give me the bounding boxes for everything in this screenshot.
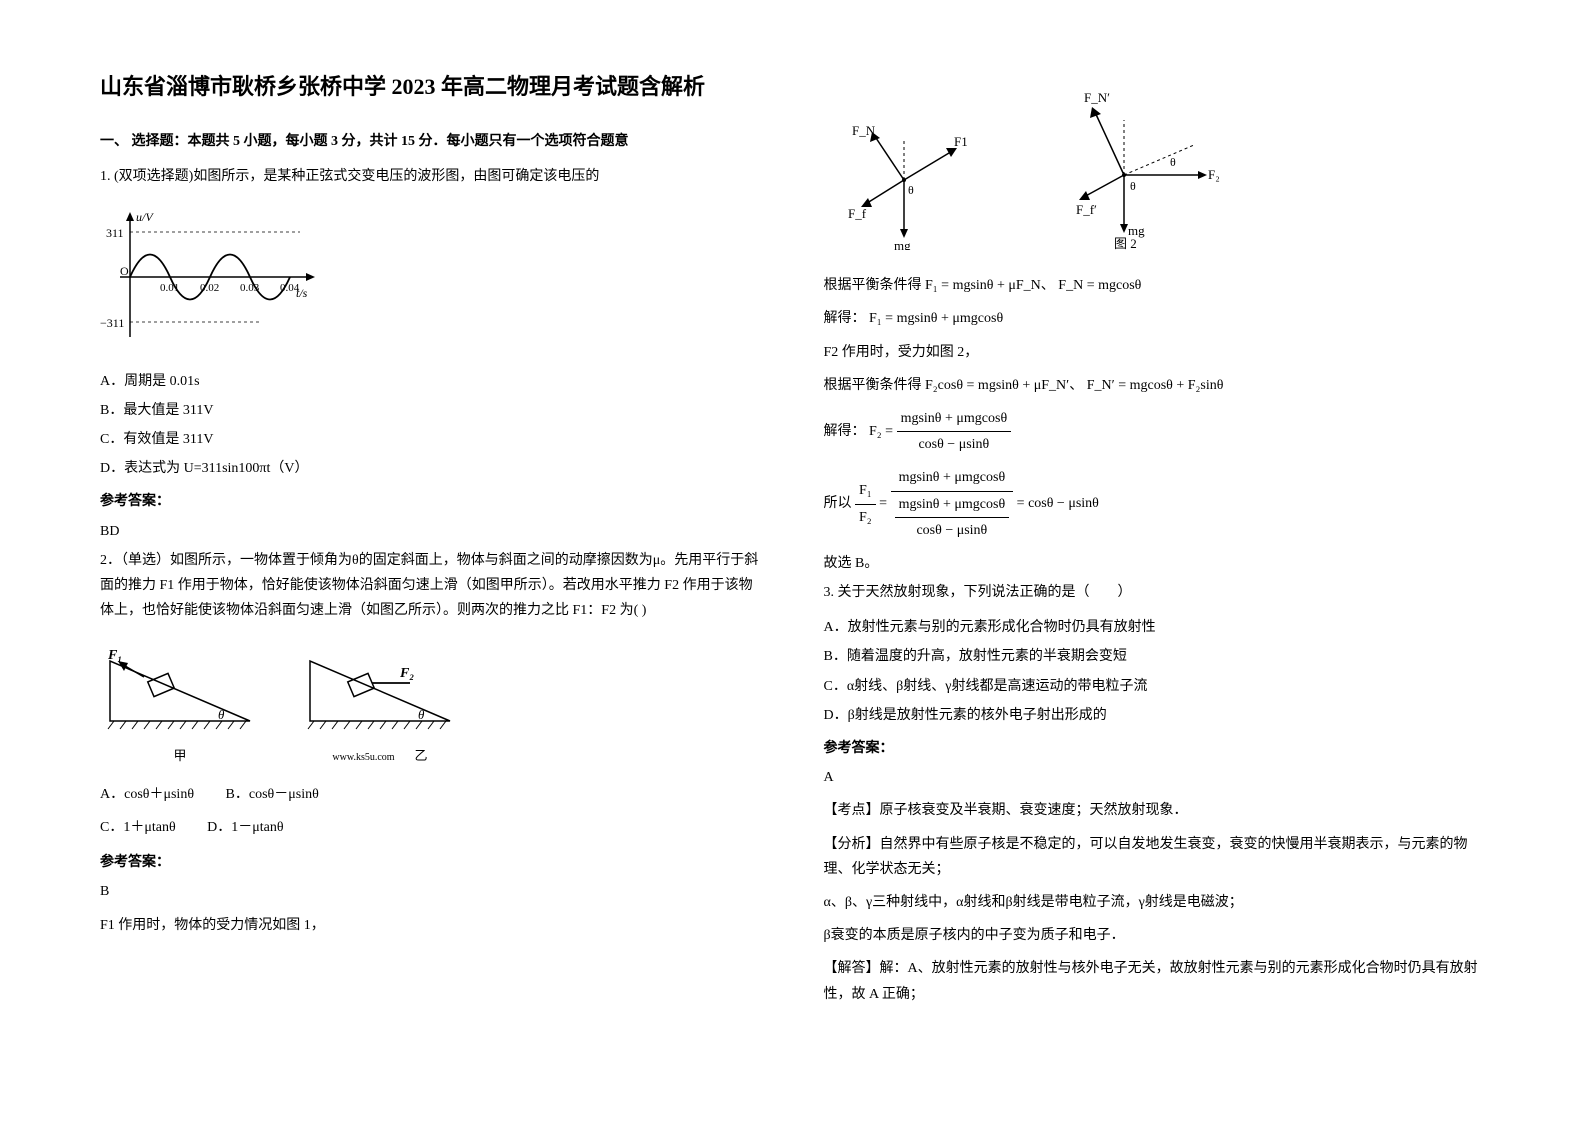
r-line5-lhs: F₂ = bbox=[869, 424, 893, 439]
svg-text:F_N′: F_N′ bbox=[1084, 90, 1110, 105]
r-line5-pre: 解得： bbox=[824, 424, 866, 439]
r-line6-mid-inner-num: mgsinθ + μmgcosθ bbox=[895, 492, 1010, 518]
fig-left-caption: 甲 bbox=[100, 744, 260, 767]
svg-text:O: O bbox=[120, 264, 129, 278]
svg-text:0.03: 0.03 bbox=[240, 282, 260, 294]
svg-text:mg: mg bbox=[894, 238, 911, 250]
svg-text:F1: F1 bbox=[954, 134, 968, 149]
r-line6-pre: 所以 bbox=[824, 496, 852, 511]
q2-optC: C．1＋μtanθ bbox=[100, 820, 176, 835]
r-line7: 故选 B。 bbox=[824, 551, 1488, 576]
fig-source: www.ks5u.com bbox=[332, 752, 394, 763]
q2-answer: B bbox=[100, 879, 764, 904]
q2-stem: 2．（单选）如图所示，一物体置于倾角为θ的固定斜面上，物体与斜面之间的动摩擦因数… bbox=[100, 548, 764, 624]
q3-jd: 【解答】解：A、放射性元素的放射性与核外电子无关，故放射性元素与别的元素形成化合… bbox=[824, 956, 1488, 1006]
r-line2-pre: 解得： bbox=[824, 311, 866, 326]
q3-answer-label: 参考答案： bbox=[824, 736, 1488, 761]
section-heading: 一、 选择题：本题共 5 小题，每小题 3 分，共计 15 分．每小题只有一个选… bbox=[100, 129, 764, 154]
q3-fx2: α、β、γ三种射线中，α射线和β射线是带电粒子流，γ射线是电磁波； bbox=[824, 890, 1488, 915]
q2-sol-1: F1 作用时，物体的受力情况如图 1， bbox=[100, 913, 764, 938]
q3-fx1: 【分析】自然界中有些原子核是不稳定的，可以自发地发生衰变，衰变的快慢用半衰期表示… bbox=[824, 832, 1488, 882]
svg-text:0.02: 0.02 bbox=[200, 282, 219, 294]
svg-text:F₂: F₂ bbox=[399, 666, 414, 681]
right-column: F_N F1 F_f mg θ F_N′ bbox=[824, 70, 1488, 1052]
svg-text:θ: θ bbox=[1170, 155, 1176, 169]
fig2-caption-svg: 图 2 bbox=[1114, 236, 1137, 250]
q3-stem: 3. 关于天然放射现象，下列说法正确的是（ ） bbox=[824, 580, 1488, 605]
left-column: 山东省淄博市耿桥乡张桥中学 2023 年高二物理月考试题含解析 一、 选择题：本… bbox=[100, 70, 764, 1052]
r-line4-b: F_N′ = mgcosθ + F₂sinθ bbox=[1087, 378, 1224, 393]
q3-fx-label: 【分析】 bbox=[824, 837, 880, 852]
r-line3: F2 作用时，受力如图 2， bbox=[824, 340, 1488, 365]
svg-text:F₂: F₂ bbox=[1208, 167, 1220, 182]
q3-answer: A bbox=[824, 765, 1488, 790]
page-title: 山东省淄博市耿桥乡张桥中学 2023 年高二物理月考试题含解析 bbox=[100, 70, 764, 103]
svg-text:F_f: F_f bbox=[848, 206, 867, 221]
q3-optC: C．α射线、β射线、γ射线都是高速运动的带电粒子流 bbox=[824, 674, 1488, 699]
r-line6-mid-num: mgsinθ + μmgcosθ bbox=[891, 465, 1014, 491]
q1-graph: 311 −311 O 0.01 0.02 0.03 0.04 t/s u/V bbox=[100, 207, 764, 356]
svg-text:0.01: 0.01 bbox=[160, 282, 179, 294]
q2-answer-label: 参考答案： bbox=[100, 850, 764, 875]
r-line1-f1: F₁ = mgsinθ + μF_N bbox=[925, 278, 1041, 293]
q3-jd-label: 【解答】 bbox=[824, 961, 880, 976]
force-diagrams: F_N F1 F_f mg θ F_N′ bbox=[824, 80, 1488, 259]
svg-text:F_N: F_N bbox=[852, 123, 876, 138]
q1-optA: A．周期是 0.01s bbox=[100, 369, 764, 394]
q3-kd-text: 原子核衰变及半衰期、衰变速度；天然放射现象． bbox=[880, 803, 1188, 818]
q1-answer-label: 参考答案： bbox=[100, 489, 764, 514]
q3-kd: 【考点】原子核衰变及半衰期、衰变速度；天然放射现象． bbox=[824, 798, 1488, 823]
r-line1-pre: 根据平衡条件得 bbox=[824, 278, 922, 293]
q3-fx3: β衰变的本质是原子核内的中子变为质子和电子． bbox=[824, 923, 1488, 948]
svg-text:θ: θ bbox=[1130, 179, 1136, 193]
q2-options-row2: C．1＋μtanθ D．1－μtanθ bbox=[100, 815, 764, 840]
q2-incline-figures: F₁ θ 甲 F₂ bbox=[100, 641, 764, 768]
svg-text:θ: θ bbox=[218, 707, 225, 722]
r-line5-num: mgsinθ + μmgcosθ bbox=[897, 406, 1012, 432]
q1-optD: D．表达式为 U=311sin100πt（V） bbox=[100, 456, 764, 481]
q2-options-row1: A．cosθ＋μsinθ B．cosθ－μsinθ bbox=[100, 782, 764, 807]
q3-optB: B．随着温度的升高，放射性元素的半衰期会变短 bbox=[824, 644, 1488, 669]
r-line4-a: F₂cosθ = mgsinθ + μF_N′ bbox=[925, 378, 1069, 393]
r-line5-den: cosθ − μsinθ bbox=[897, 432, 1012, 457]
svg-text:θ: θ bbox=[418, 707, 425, 722]
svg-text:θ: θ bbox=[908, 183, 914, 197]
svg-text:311: 311 bbox=[106, 226, 124, 240]
r-line6-rhs: = cosθ − μsinθ bbox=[1017, 496, 1099, 511]
q3-kd-label: 【考点】 bbox=[824, 803, 880, 818]
svg-text:u/V: u/V bbox=[136, 210, 154, 224]
q1-optB: B．最大值是 311V bbox=[100, 398, 764, 423]
r-line5: 解得： F₂ = mgsinθ + μmgcosθ cosθ − μsinθ bbox=[824, 406, 1488, 457]
r-line6-lhs-num: F₁ bbox=[855, 478, 876, 504]
r-line1: 根据平衡条件得 F₁ = mgsinθ + μF_N、 F_N = mgcosθ bbox=[824, 273, 1488, 298]
q3-fx1-text: 自然界中有些原子核是不稳定的，可以自发地发生衰变，衰变的快慢用半衰期表示，与元素… bbox=[824, 837, 1468, 877]
q2-optB: B．cosθ－μsinθ bbox=[226, 787, 319, 802]
q2-optD: D．1－μtanθ bbox=[207, 820, 283, 835]
fig-right-caption: 乙 bbox=[415, 748, 428, 763]
r-line4: 根据平衡条件得 F₂cosθ = mgsinθ + μF_N′、 F_N′ = … bbox=[824, 373, 1488, 398]
q3-optA: A．放射性元素与别的元素形成化合物时仍具有放射性 bbox=[824, 615, 1488, 640]
q3-jd-text: 解：A、放射性元素的放射性与核外电子无关，故放射性元素与别的元素形成化合物时仍具… bbox=[824, 961, 1478, 1001]
r-line6: 所以 F₁ F₂ = mgsinθ + μmgcosθ mgsinθ + μmg… bbox=[824, 465, 1488, 543]
r-line2: 解得： F₁ = mgsinθ + μmgcosθ bbox=[824, 306, 1488, 331]
q1-stem: 1. (双项选择题)如图所示，是某种正弦式交变电压的波形图，由图可确定该电压的 bbox=[100, 164, 764, 189]
r-line2-eq: F₁ = mgsinθ + μmgcosθ bbox=[869, 311, 1003, 326]
r-line6-lhs-den: F₂ bbox=[855, 505, 876, 530]
r-line6-mid-den: cosθ − μsinθ bbox=[895, 518, 1010, 543]
svg-text:t/s: t/s bbox=[296, 286, 308, 300]
svg-text:−311: −311 bbox=[100, 316, 124, 330]
r-line4-pre: 根据平衡条件得 bbox=[824, 378, 922, 393]
svg-text:F₁: F₁ bbox=[107, 648, 122, 663]
r-line1-fn: F_N = mgcosθ bbox=[1058, 278, 1141, 293]
q2-optA: A．cosθ＋μsinθ bbox=[100, 787, 194, 802]
q1-answer: BD bbox=[100, 519, 764, 544]
q3-optD: D．β射线是放射性元素的核外电子射出形成的 bbox=[824, 703, 1488, 728]
q1-optC: C．有效值是 311V bbox=[100, 427, 764, 452]
svg-text:F_f′: F_f′ bbox=[1076, 202, 1097, 217]
